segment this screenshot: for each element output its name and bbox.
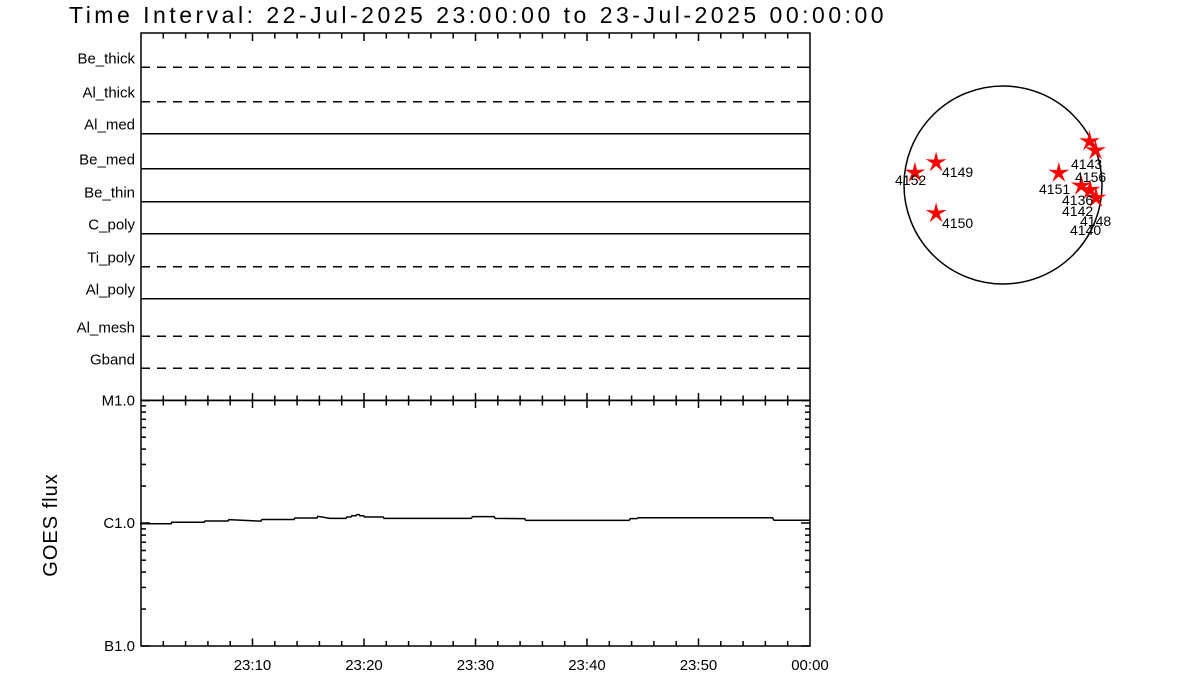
svg-text:Al_mesh: Al_mesh: [77, 319, 135, 336]
svg-text:Be_thin: Be_thin: [84, 185, 135, 202]
svg-text:C_poly: C_poly: [88, 217, 135, 234]
svg-text:M1.0: M1.0: [102, 393, 135, 410]
svg-text:Be_thick: Be_thick: [77, 50, 135, 67]
svg-text:4150: 4150: [942, 215, 973, 231]
svg-text:B1.0: B1.0: [104, 638, 135, 655]
svg-text:23:30: 23:30: [457, 657, 495, 674]
svg-text:Time Interval: 22-Jul-2025 23:: Time Interval: 22-Jul-2025 23:00:00 to 2…: [69, 2, 887, 28]
svg-text:Al_med: Al_med: [84, 117, 135, 134]
svg-text:00:00: 00:00: [791, 657, 829, 674]
svg-text:4152: 4152: [895, 172, 926, 188]
svg-text:Al_poly: Al_poly: [86, 282, 136, 299]
svg-text:Ti_poly: Ti_poly: [87, 250, 135, 267]
svg-text:Be_med: Be_med: [79, 152, 135, 169]
svg-text:Al_thick: Al_thick: [82, 85, 135, 102]
svg-text:GOES flux: GOES flux: [40, 473, 62, 576]
svg-text:23:50: 23:50: [680, 657, 718, 674]
svg-text:Gband: Gband: [90, 351, 135, 368]
svg-text:C1.0: C1.0: [103, 515, 135, 532]
svg-text:23:40: 23:40: [568, 657, 606, 674]
svg-text:4140: 4140: [1070, 222, 1101, 238]
svg-text:4156: 4156: [1075, 169, 1106, 185]
svg-text:23:10: 23:10: [234, 657, 272, 674]
svg-text:4149: 4149: [942, 164, 973, 180]
svg-text:23:20: 23:20: [345, 657, 383, 674]
